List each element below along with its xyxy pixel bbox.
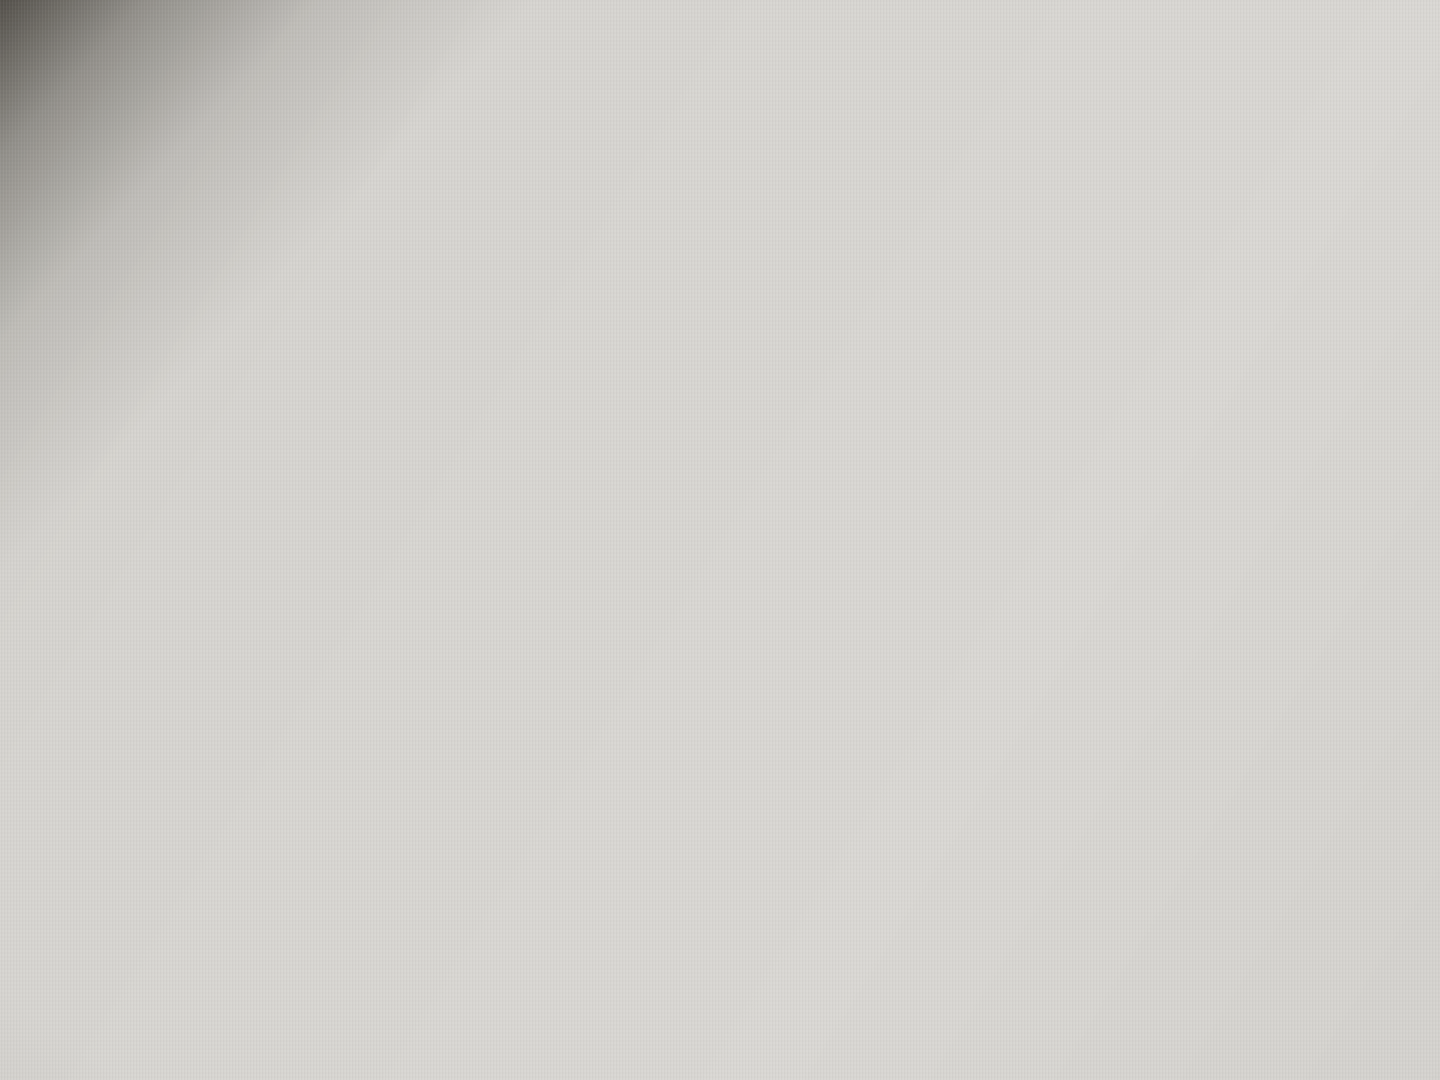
- figure-canvas: [0, 0, 1440, 1080]
- paper-page: [0, 0, 1440, 1080]
- photographed-figure: [0, 0, 1440, 1080]
